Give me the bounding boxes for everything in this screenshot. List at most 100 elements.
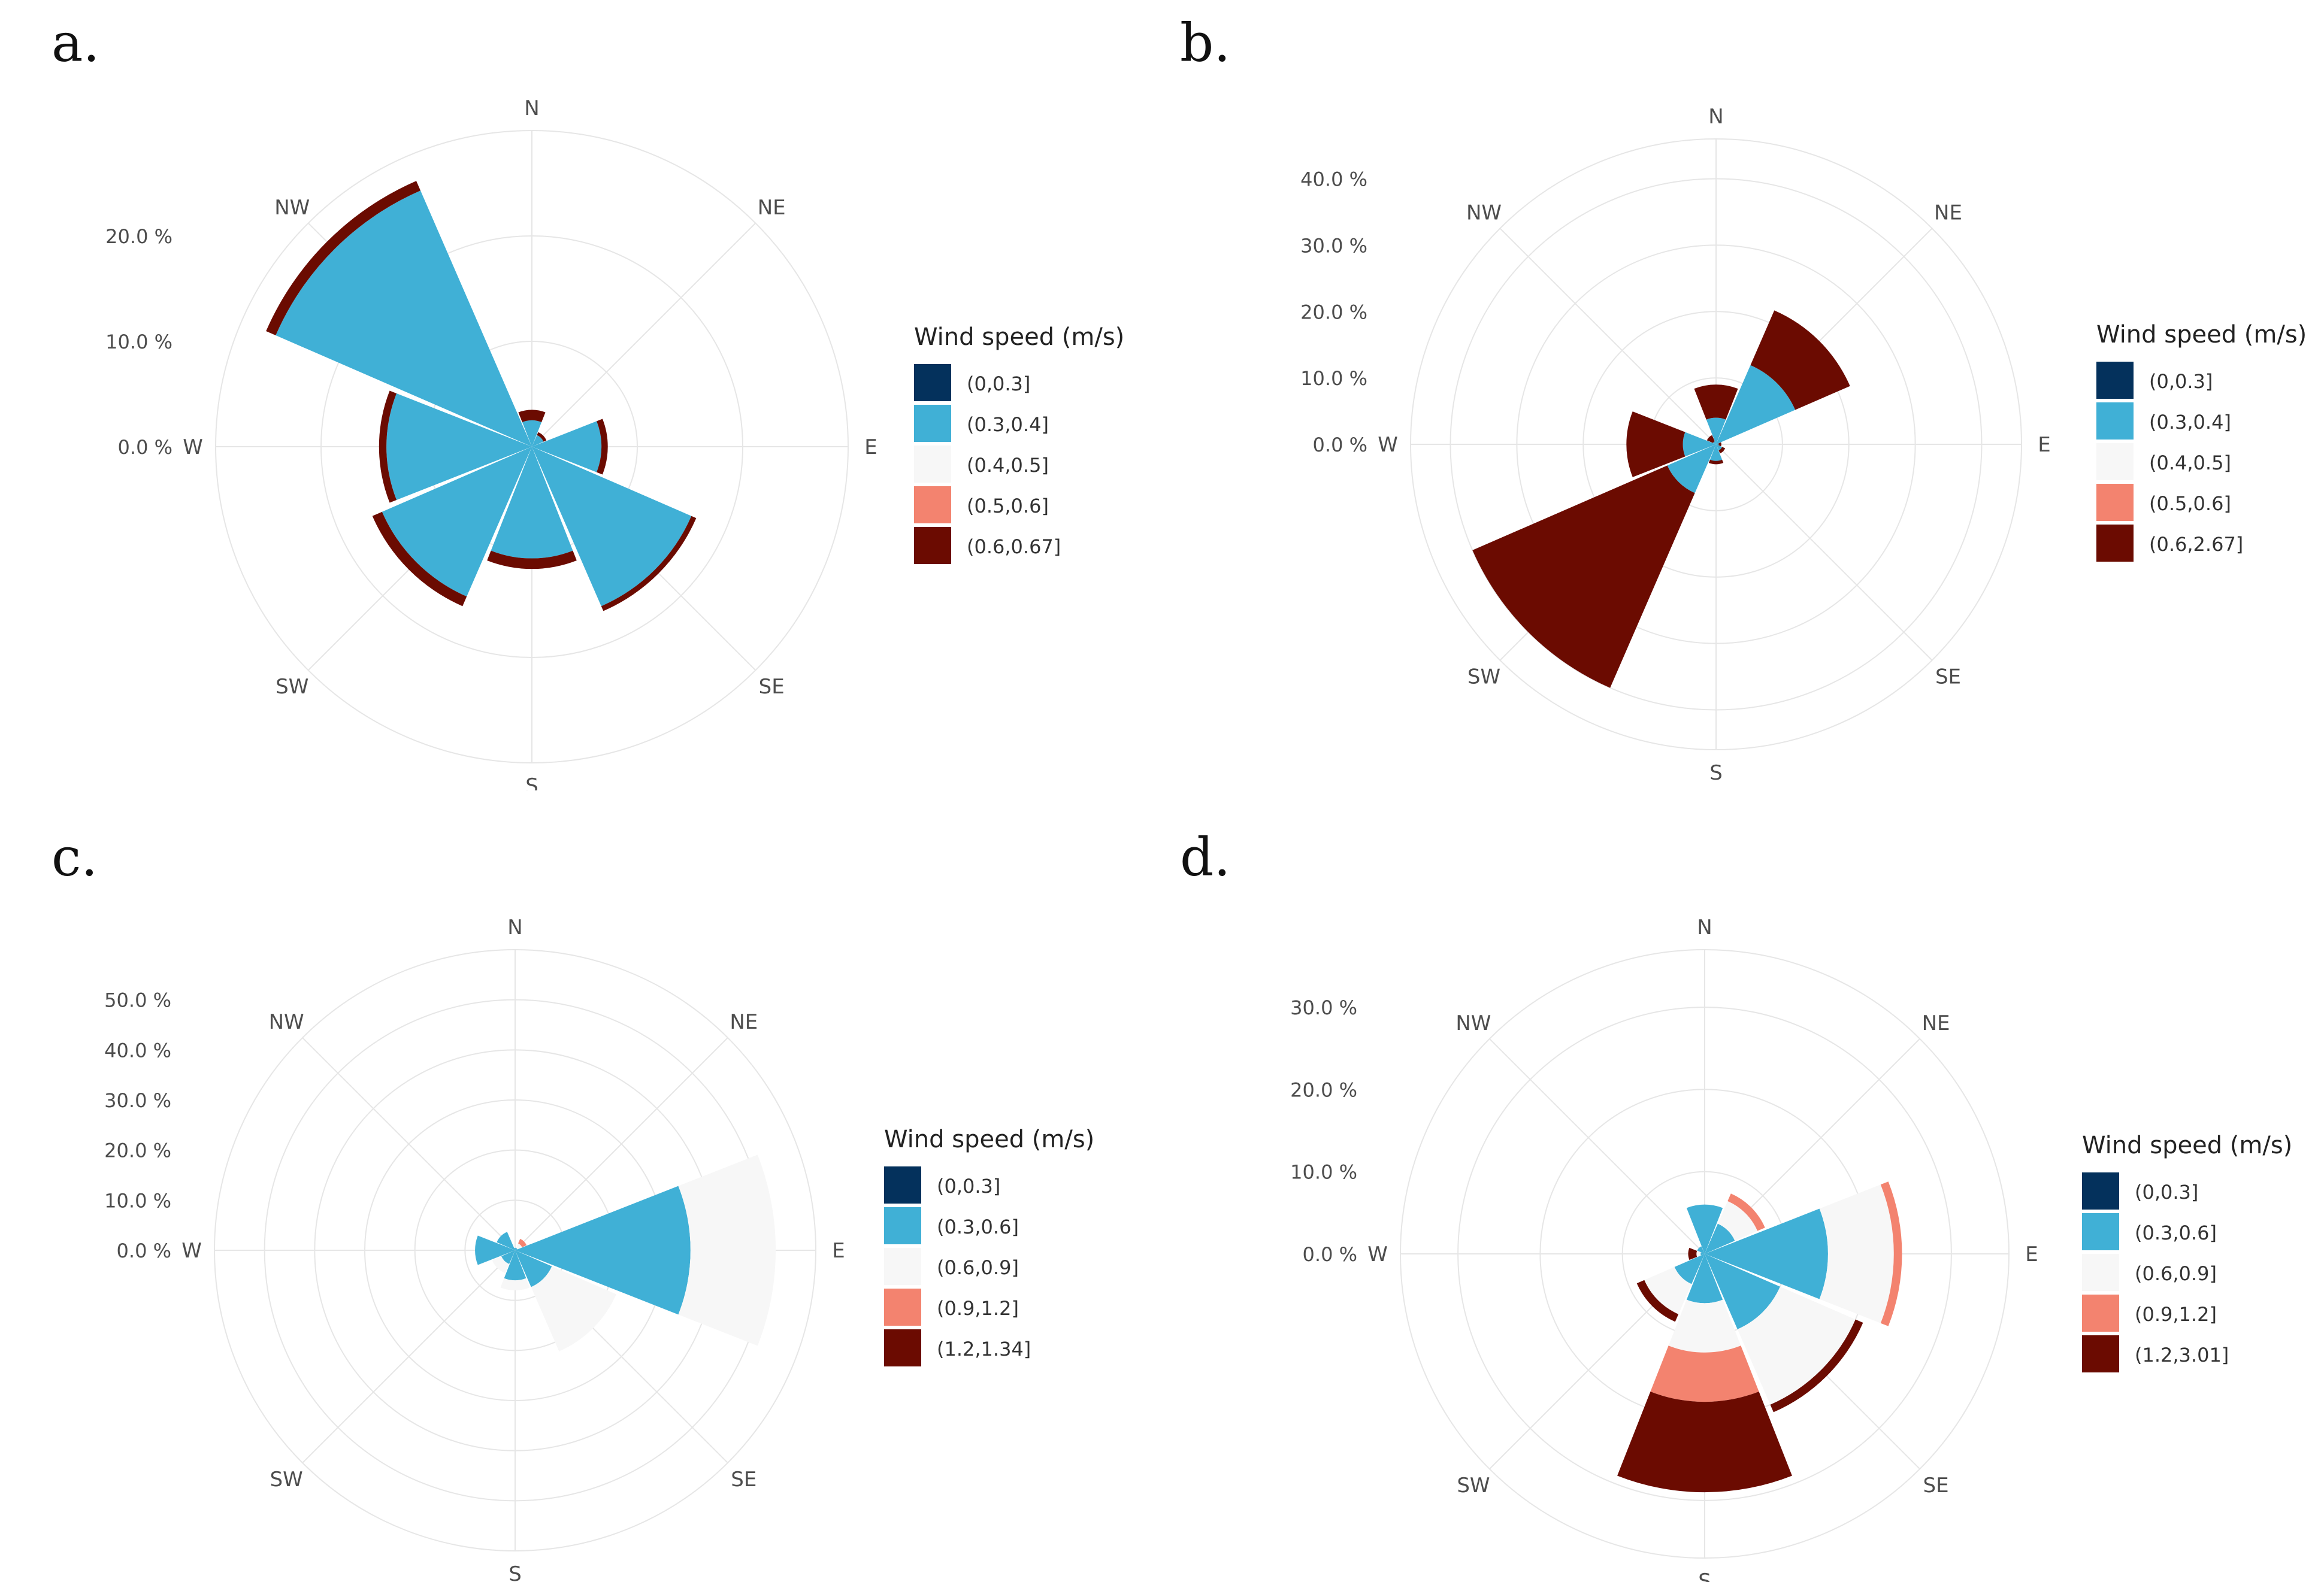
wedge-east-bin-2 [1819, 1184, 1894, 1323]
wedge-southeast-bin-1 [515, 1250, 552, 1287]
legend-title: Wind speed (m/s) [2082, 1132, 2293, 1159]
wedge-west-bin-4 [379, 390, 397, 503]
grid [214, 949, 816, 1551]
legend-swatch [884, 1289, 921, 1326]
direction-label-se: SE [731, 1468, 756, 1492]
wedges [1472, 310, 1850, 688]
legend: Wind speed (m/s) (0,0.3] (0.3,0.4] (0.4,… [2096, 321, 2324, 572]
direction-label-ne: NE [758, 196, 786, 220]
wedge-northeast-bin-4 [537, 432, 547, 442]
wedge-south-bin-2 [500, 1278, 530, 1290]
direction-label-s: S [1709, 761, 1723, 785]
legend-swatch [2082, 1254, 2119, 1291]
panel-label: d. [1180, 826, 1231, 888]
legend-label: (0.6,0.9] [2135, 1262, 2217, 1285]
radial-tick-label: 40.0 % [1300, 168, 1367, 191]
radial-tick-labels: 0.0 % 10.0 % 20.0 % 30.0 % [1290, 996, 1357, 1266]
direction-label-sw: SW [270, 1468, 303, 1492]
wedge-west-bin-4 [1688, 1247, 1697, 1260]
wedge-north-bin-1 [522, 420, 542, 447]
wedge-east-bin-2 [678, 1154, 776, 1346]
panel-label: c. [52, 826, 98, 888]
legend-label: (0.4,0.5] [2149, 451, 2231, 474]
direction-label-n: N [1708, 105, 1723, 129]
wedge-southeast-bin-4 [1718, 447, 1726, 454]
wedge-northeast-bin-3 [518, 1238, 527, 1247]
radial-tick-labels: 0.0 % 10.0 % 20.0 % 30.0 % 40.0 % [1300, 168, 1367, 456]
wedge-north-bin-4 [1694, 384, 1738, 420]
direction-labels: N NE E SE S SW W NW [1378, 105, 2051, 785]
wedge-west-bin-2 [1696, 1250, 1701, 1257]
wedge-west-bin-4 [1626, 411, 1685, 477]
legend-swatch [884, 1207, 921, 1244]
legend: Wind speed (m/s) (0,0.3] (0.3,0.6] (0.6,… [884, 1126, 1112, 1377]
direction-label-s: S [525, 774, 538, 790]
radial-tick-label: 30.0 % [1290, 996, 1357, 1019]
grid-spoke [302, 1250, 516, 1463]
legend-item: (0,0.3] [2082, 1172, 2262, 1211]
radial-tick-label: 20.0 % [1300, 301, 1367, 323]
legend-swatch [2096, 402, 2134, 440]
wedge-southwest-bin-1 [1674, 1254, 1705, 1284]
radial-tick-labels: 0.0 % 10.0 % 20.0 % 30.0 % 40.0 % 50.0 % [104, 989, 171, 1262]
radial-tick-label: 10.0 % [105, 331, 173, 353]
wedge-west-bin-1 [1683, 432, 1716, 457]
wedge-west-bin-1 [386, 393, 532, 501]
wedge-southeast-bin-2 [1737, 1286, 1856, 1405]
direction-label-e: E [2025, 1242, 2038, 1266]
wedge-west-bin-1 [475, 1235, 515, 1265]
radial-tick-labels: 0.0 % 10.0 % 20.0 % [105, 225, 173, 459]
legend-item: (0.5,0.6] [2096, 484, 2276, 522]
wedge-east-bin-4 [1718, 442, 1721, 447]
legend-swatch [884, 1329, 921, 1366]
grid-spoke [1499, 228, 1717, 445]
legend-label: (0.6,2.67] [2149, 533, 2244, 556]
radial-tick-label: 10.0 % [1290, 1161, 1357, 1184]
wedge-southeast-bin-1 [1705, 1254, 1780, 1329]
wedge-west-bin-1 [1700, 1252, 1705, 1256]
legend-title: Wind speed (m/s) [2096, 321, 2307, 348]
panel-d: d. N NE E SE S SW W NW 0.0 % 10.0 % 20.0 % 30.0 % W… [1162, 790, 2324, 1582]
legend-swatch [2082, 1172, 2119, 1210]
grid-spoke [531, 222, 756, 447]
wedge-northeast-bin-1 [1716, 365, 1796, 444]
wedge-southeast-bin-1 [532, 447, 692, 607]
legend-label: (0,0.3] [2149, 370, 2213, 393]
wedges [266, 181, 697, 611]
wedge-south-bin-2 [1668, 1299, 1741, 1353]
direction-label-nw: NW [269, 1010, 304, 1034]
wind-rose-chart: N NE E SE S SW W NW 0.0 % 10.0 % 20.0 % [105, 96, 877, 790]
wedge-north-bin-1 [514, 1247, 516, 1250]
legend-item: (0.9,1.2] [2082, 1295, 2262, 1333]
radial-tick-label: 20.0 % [105, 225, 173, 248]
wind-rose-chart: N NE E SE S SW W NW 0.0 % 10.0 % 20.0 % 30.0 % [1290, 916, 2038, 1582]
direction-label-ne: NE [730, 1010, 758, 1034]
wedge-southeast-bin-4 [1770, 1319, 1863, 1413]
wedge-east-bin-1 [532, 421, 602, 472]
wedge-northwest-bin-1 [497, 1232, 515, 1250]
wedge-south-bin-4 [1708, 459, 1724, 465]
wedge-northeast-bin-1 [1705, 1223, 1735, 1254]
panel-b: b. N NE E SE S SW W NW 0.0 % 10.0 % 20.0 % 30.0 % 40… [1162, 0, 2324, 790]
wedge-east-bin-3 [1880, 1181, 1902, 1326]
radial-tick-label: 40.0 % [104, 1039, 171, 1062]
direction-labels: N NE E SE S SW W NW [183, 96, 877, 790]
legend-item: (0,0.3] [2096, 362, 2276, 400]
legend: Wind speed (m/s) (0,0.3] (0.3,0.6] (0.6,… [2082, 1132, 2310, 1383]
legend-swatch [2096, 362, 2134, 399]
wedge-north-bin-1 [1686, 1204, 1723, 1254]
direction-label-w: W [1367, 1242, 1388, 1266]
direction-label-se: SE [1923, 1474, 1949, 1498]
wedge-northeast-bin-1 [515, 1248, 518, 1250]
legend-label: (1.2,3.01] [2135, 1344, 2229, 1366]
radial-tick-label: 0.0 % [118, 436, 173, 459]
direction-label-n: N [524, 96, 539, 120]
radial-tick-label: 0.0 % [117, 1239, 171, 1262]
wedge-east-bin-4 [597, 419, 608, 475]
wedge-south-bin-4 [487, 550, 577, 569]
legend-swatch [2096, 443, 2134, 480]
panel-label: b. [1180, 12, 1231, 74]
direction-label-s: S [1698, 1569, 1711, 1582]
wedge-southwest-bin-4 [1636, 1280, 1679, 1322]
legend-swatch [914, 405, 951, 442]
